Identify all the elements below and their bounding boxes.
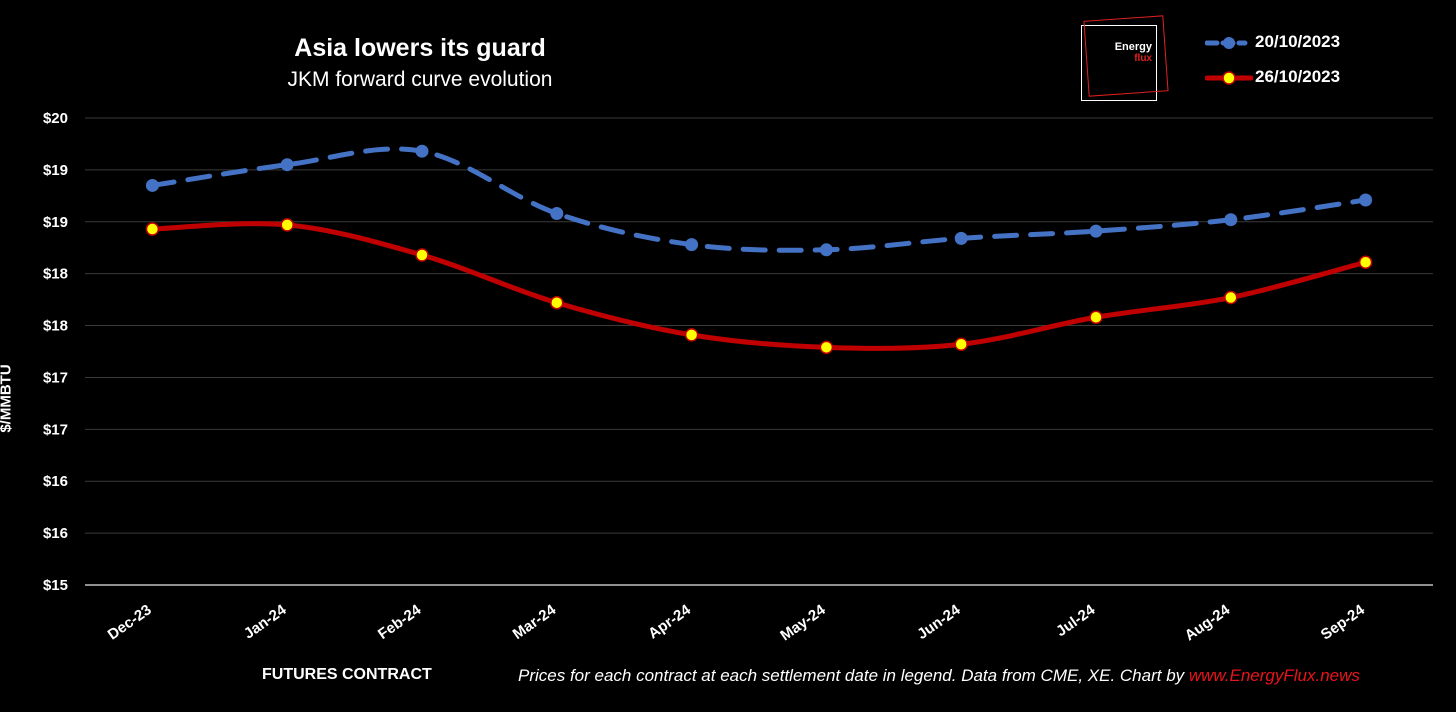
y-tick-label: $15 bbox=[43, 577, 68, 594]
data-point-26-10-2023 bbox=[1224, 290, 1238, 305]
data-point-20-10-2023 bbox=[954, 231, 968, 245]
legend-item-series-1: 20/10/2023 bbox=[1205, 32, 1405, 54]
x-tick-label: Dec-23 bbox=[105, 601, 155, 643]
series-line-26-10-2023 bbox=[152, 221, 1367, 351]
legend-swatch-series-1 bbox=[1205, 37, 1248, 49]
footer-note: Prices for each contract at each settlem… bbox=[518, 666, 1360, 686]
x-tick-label: Jan-24 bbox=[241, 601, 290, 643]
energyflux-logo: Energy flux bbox=[1081, 15, 1169, 101]
data-point-20-10-2023 bbox=[1089, 224, 1103, 238]
footer-link[interactable]: www.EnergyFlux.news bbox=[1188, 666, 1360, 685]
logo-text-flux: flux bbox=[1134, 53, 1152, 64]
legend-item-series-2: 26/10/2023 bbox=[1205, 67, 1405, 89]
data-point-26-10-2023 bbox=[550, 295, 564, 310]
y-tick-label: $17 bbox=[43, 421, 68, 438]
data-point-26-10-2023 bbox=[954, 337, 968, 351]
y-tick-label: $18 bbox=[43, 266, 68, 283]
y-tick-label: $20 bbox=[43, 110, 68, 127]
legend-label-series-1: 20/10/2023 bbox=[1255, 32, 1341, 51]
logo-frame bbox=[1083, 15, 1169, 97]
y-tick-label: $19 bbox=[43, 162, 68, 179]
legend-label-series-2: 26/10/2023 bbox=[1255, 67, 1341, 86]
y-axis-label: $/MMBTU bbox=[0, 364, 15, 433]
series-line-20-10-2023 bbox=[149, 146, 1369, 253]
data-point-20-10-2023 bbox=[550, 206, 564, 220]
data-point-20-10-2023 bbox=[1359, 193, 1373, 207]
y-tick-label: $17 bbox=[43, 369, 68, 386]
x-tick-label: Apr-24 bbox=[645, 601, 694, 643]
data-point-26-10-2023 bbox=[145, 222, 160, 236]
x-tick-label: Mar-24 bbox=[510, 601, 560, 643]
x-tick-label: May-24 bbox=[777, 601, 829, 644]
data-point-26-10-2023 bbox=[280, 218, 294, 232]
data-point-26-10-2023 bbox=[415, 248, 429, 262]
x-tick-label: Sep-24 bbox=[1318, 601, 1369, 644]
y-tick-label: $18 bbox=[43, 318, 68, 335]
chart-subtitle: JKM forward curve evolution bbox=[287, 68, 553, 91]
data-point-20-10-2023 bbox=[819, 243, 833, 257]
data-point-26-10-2023 bbox=[684, 328, 699, 342]
data-point-20-10-2023 bbox=[145, 178, 159, 192]
y-tick-label: $16 bbox=[43, 473, 68, 490]
data-point-26-10-2023 bbox=[1089, 310, 1103, 325]
x-tick-label: Feb-24 bbox=[375, 601, 425, 643]
data-point-20-10-2023 bbox=[280, 158, 294, 172]
data-point-26-10-2023 bbox=[1358, 255, 1373, 270]
x-tick-label: Jun-24 bbox=[914, 601, 964, 643]
data-point-26-10-2023 bbox=[819, 340, 834, 355]
legend-swatch-series-2 bbox=[1205, 71, 1253, 85]
chart-title: Asia lowers its guard bbox=[294, 34, 546, 62]
x-tick-label: Aug-24 bbox=[1182, 601, 1234, 644]
x-tick-label: Jul-24 bbox=[1053, 601, 1099, 640]
y-tick-label: $19 bbox=[43, 214, 68, 231]
data-point-20-10-2023 bbox=[1224, 213, 1238, 227]
data-point-20-10-2023 bbox=[685, 238, 699, 252]
data-point-20-10-2023 bbox=[415, 144, 429, 158]
x-axis-label: FUTURES CONTRACT bbox=[262, 666, 432, 683]
y-tick-label: $16 bbox=[43, 525, 68, 542]
footer-text: Prices for each contract at each settlem… bbox=[518, 666, 1189, 685]
logo-text-energy: Energy bbox=[1114, 41, 1152, 53]
